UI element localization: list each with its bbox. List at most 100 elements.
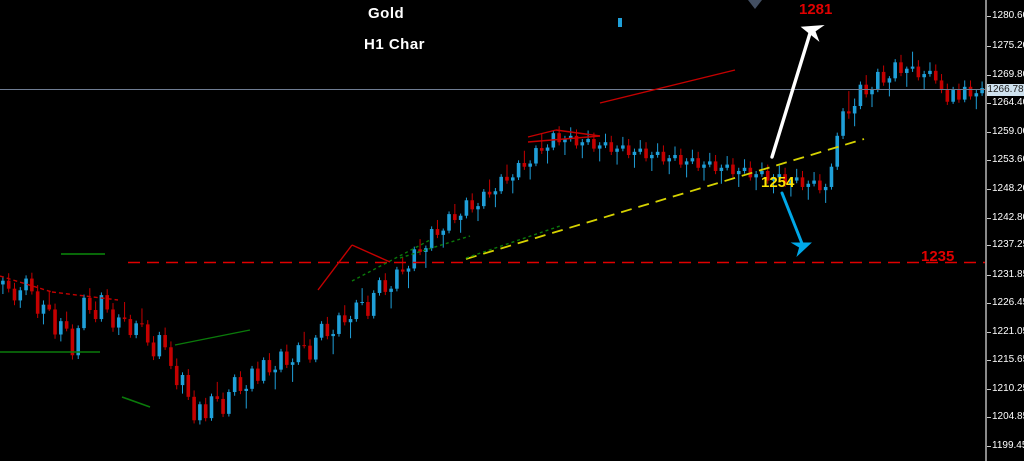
candle-body <box>35 291 40 314</box>
candle-body <box>499 176 503 192</box>
axis-tick <box>987 417 991 418</box>
candle-body <box>760 170 764 175</box>
axis-tick <box>987 245 991 246</box>
candle-body <box>904 68 909 73</box>
minor-support-line-3 <box>121 396 151 408</box>
candle-body <box>534 148 538 164</box>
candle-body <box>93 310 98 320</box>
candle-body <box>470 200 475 210</box>
candle-body <box>835 135 840 167</box>
candle-body <box>290 362 295 365</box>
axis-tick-label: 1242.80 <box>992 212 1024 223</box>
candle-body <box>841 111 845 136</box>
minor-resistance-line-4 <box>351 244 391 263</box>
candle-body <box>528 163 532 167</box>
candle-body <box>261 360 266 381</box>
candle-body <box>870 88 874 95</box>
candle-body <box>418 249 422 252</box>
candle-body <box>464 200 469 216</box>
candle-body <box>116 317 121 328</box>
minor-support-line-6 <box>399 235 471 259</box>
candle-body <box>487 191 492 195</box>
candle-body <box>725 164 729 168</box>
candle-body <box>899 62 903 73</box>
candle-body <box>754 174 758 178</box>
candle-body <box>395 269 399 289</box>
candle-body <box>99 295 104 320</box>
candle-body <box>151 342 156 357</box>
candle-body <box>939 80 944 91</box>
axis-tick <box>987 446 991 447</box>
axis-tick-label: 1253.60 <box>992 154 1024 165</box>
candle-body <box>742 167 747 171</box>
candle-body <box>163 335 167 348</box>
candle-body <box>209 396 214 419</box>
candle-body <box>818 180 822 191</box>
candle-body <box>580 142 585 146</box>
candle-body <box>180 374 185 386</box>
candle-body <box>88 297 92 310</box>
candle-body <box>794 177 799 181</box>
ascending-trendline[interactable] <box>465 138 865 260</box>
price-axis[interactable]: 1280.60 1275.20 1269.80 1264.40 1259.00 1253.… <box>985 0 1024 461</box>
candle-body <box>684 161 689 165</box>
candle-body <box>957 90 961 100</box>
chart-plot-area[interactable] <box>0 0 985 461</box>
candle-body <box>713 161 718 171</box>
candle-body <box>134 323 138 336</box>
axis-tick-label: 1199.45 <box>992 440 1024 451</box>
axis-tick <box>987 132 991 133</box>
axis-tick-label: 1215.65 <box>992 354 1024 365</box>
minor-support-line-5 <box>351 239 431 282</box>
candle-body <box>887 78 892 83</box>
candle-body <box>371 292 376 316</box>
bullish-projection-arrow[interactable] <box>770 24 825 159</box>
candle-body <box>951 90 955 102</box>
candle-body <box>111 309 115 328</box>
annotation-support-1235[interactable]: 1235 <box>921 248 955 265</box>
candle-body <box>424 248 428 252</box>
candle-body <box>968 86 973 97</box>
candle-body <box>458 215 463 220</box>
chart-canvas <box>0 0 985 425</box>
candle-body <box>783 174 787 184</box>
candle-body <box>539 148 544 151</box>
minor-support-line-7 <box>465 225 561 259</box>
candle-body <box>765 170 770 181</box>
candle-body <box>690 158 695 162</box>
candle-body <box>476 206 480 210</box>
bearish-projection-arrow[interactable] <box>780 191 812 258</box>
candle-body <box>82 297 86 329</box>
axis-tick <box>987 160 991 161</box>
candle-body <box>331 333 335 337</box>
candle-body <box>429 229 434 249</box>
candle-body <box>771 177 776 181</box>
candle-body <box>337 315 341 334</box>
candle-body <box>435 229 440 235</box>
candle-body <box>192 396 196 421</box>
chevron-down-icon <box>748 0 762 9</box>
candle-body <box>563 139 567 143</box>
candle-body <box>285 351 289 365</box>
candle-body <box>198 404 202 421</box>
candle-body <box>829 166 834 187</box>
candle-body <box>186 374 191 397</box>
candle-body <box>661 151 666 162</box>
candle-body <box>221 398 225 414</box>
axis-tick-label: 1231.85 <box>992 269 1024 280</box>
annotation-trendline-1254[interactable]: 1254 <box>761 174 795 191</box>
axis-tick-label: 1269.80 <box>992 69 1024 80</box>
candle-body <box>823 186 828 191</box>
candle-body <box>812 180 816 184</box>
axis-tick <box>987 218 991 219</box>
candle-body <box>650 155 654 159</box>
candle-body <box>736 170 741 175</box>
candle-body <box>910 66 915 69</box>
annotation-target-1281[interactable]: 1281 <box>799 1 833 18</box>
candle-body <box>655 151 660 155</box>
major-resistance-line <box>599 69 736 104</box>
candle-body <box>679 155 683 165</box>
candle-body <box>140 323 144 325</box>
candle-body <box>319 323 324 338</box>
candle-body <box>244 388 249 391</box>
